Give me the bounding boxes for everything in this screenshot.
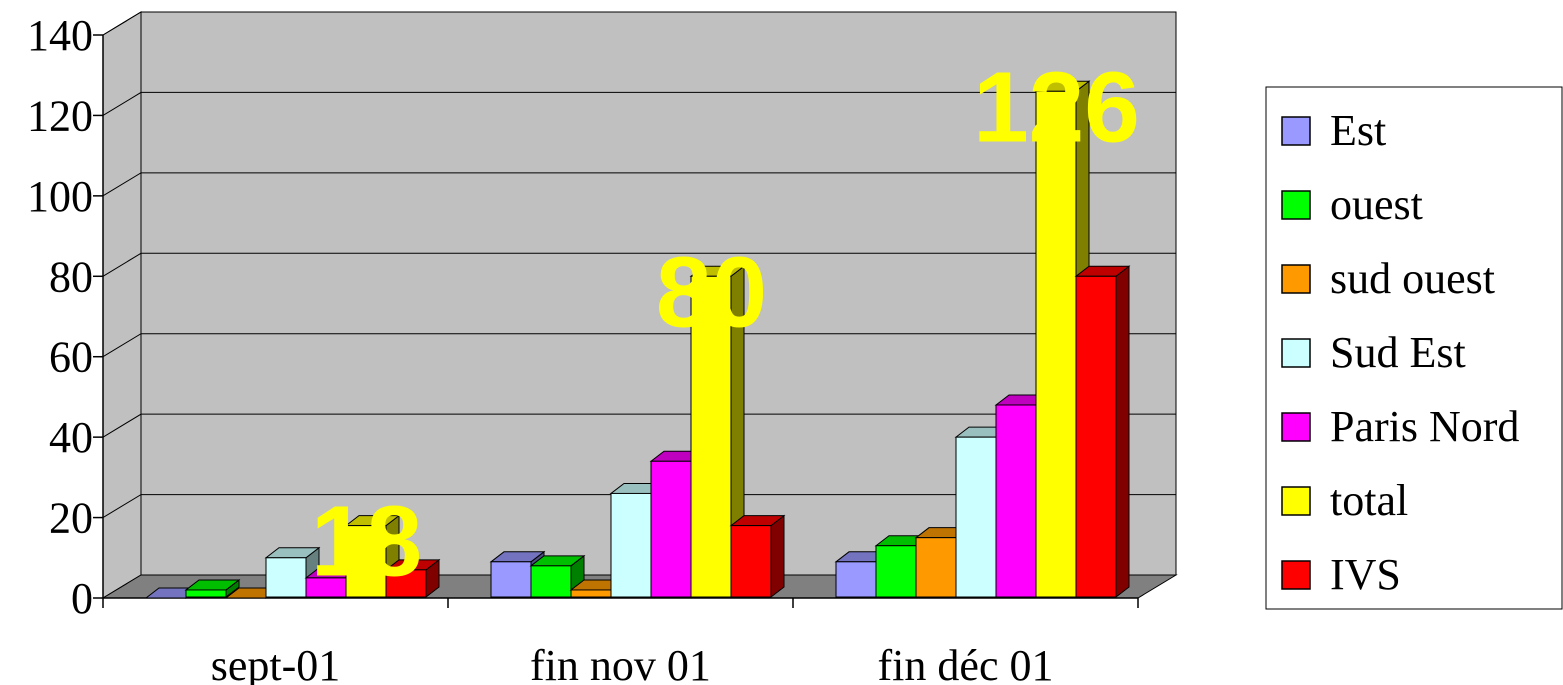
legend-swatch	[1281, 338, 1311, 368]
data-label: 80	[656, 236, 767, 348]
legend-swatch	[1281, 486, 1311, 516]
gridline	[102, 11, 1176, 36]
legend: Est ouest sud ouest Sud Est Paris Nord total I…	[1265, 86, 1563, 610]
data-label: 18	[311, 486, 422, 598]
side-wall	[102, 11, 142, 599]
gridline	[102, 172, 1176, 197]
legend-label: sud ouest	[1330, 254, 1495, 303]
gridlines	[102, 11, 1176, 518]
data-label: 126	[973, 51, 1140, 163]
y-tick-label: 20	[49, 494, 93, 543]
axes	[102, 35, 1139, 608]
legend-swatch	[1281, 412, 1311, 442]
bars	[144, 80, 1131, 600]
legend-label: Sud Est	[1330, 328, 1466, 377]
gridline	[102, 91, 1176, 116]
data-labels: 18 80 126	[311, 51, 1140, 597]
gridline	[102, 413, 1176, 438]
bar-ivs	[384, 558, 441, 599]
y-tick-label: 40	[49, 413, 93, 462]
legend-swatch	[1281, 560, 1311, 590]
legend-label: Paris Nord	[1330, 402, 1519, 451]
y-tick-label: 0	[71, 574, 93, 623]
gridline	[102, 252, 1176, 277]
legend-label: IVS	[1330, 550, 1401, 599]
y-axis-ticks: 0 20 40 60 80 100 120 140	[27, 11, 103, 623]
legend-label: total	[1330, 476, 1408, 525]
gridline	[102, 333, 1176, 358]
legend-swatch	[1281, 190, 1311, 220]
bar-total	[689, 265, 746, 599]
y-tick-label: 60	[49, 333, 93, 382]
legend-swatch	[1281, 116, 1311, 146]
x-category-label: fin nov 01	[530, 641, 711, 685]
x-category-label: sept-01	[211, 641, 341, 685]
y-tick-label: 80	[49, 252, 93, 301]
bar-ivs	[1074, 265, 1131, 599]
y-tick-label: 100	[27, 172, 93, 221]
legend-box	[1265, 86, 1563, 610]
x-category-label: fin déc 01	[878, 641, 1054, 685]
bar-ouest	[529, 554, 586, 599]
x-axis-categories: sept-01 fin nov 01 fin déc 01	[211, 641, 1054, 685]
y-tick-label: 120	[27, 91, 93, 140]
legend-label: ouest	[1330, 180, 1423, 229]
gridline	[102, 494, 1176, 518]
legend-swatch	[1281, 264, 1311, 294]
legend-label: Est	[1330, 106, 1386, 155]
bar-ouest	[184, 578, 241, 599]
y-tick-label: 140	[27, 11, 93, 60]
bar-ivs	[729, 514, 786, 599]
